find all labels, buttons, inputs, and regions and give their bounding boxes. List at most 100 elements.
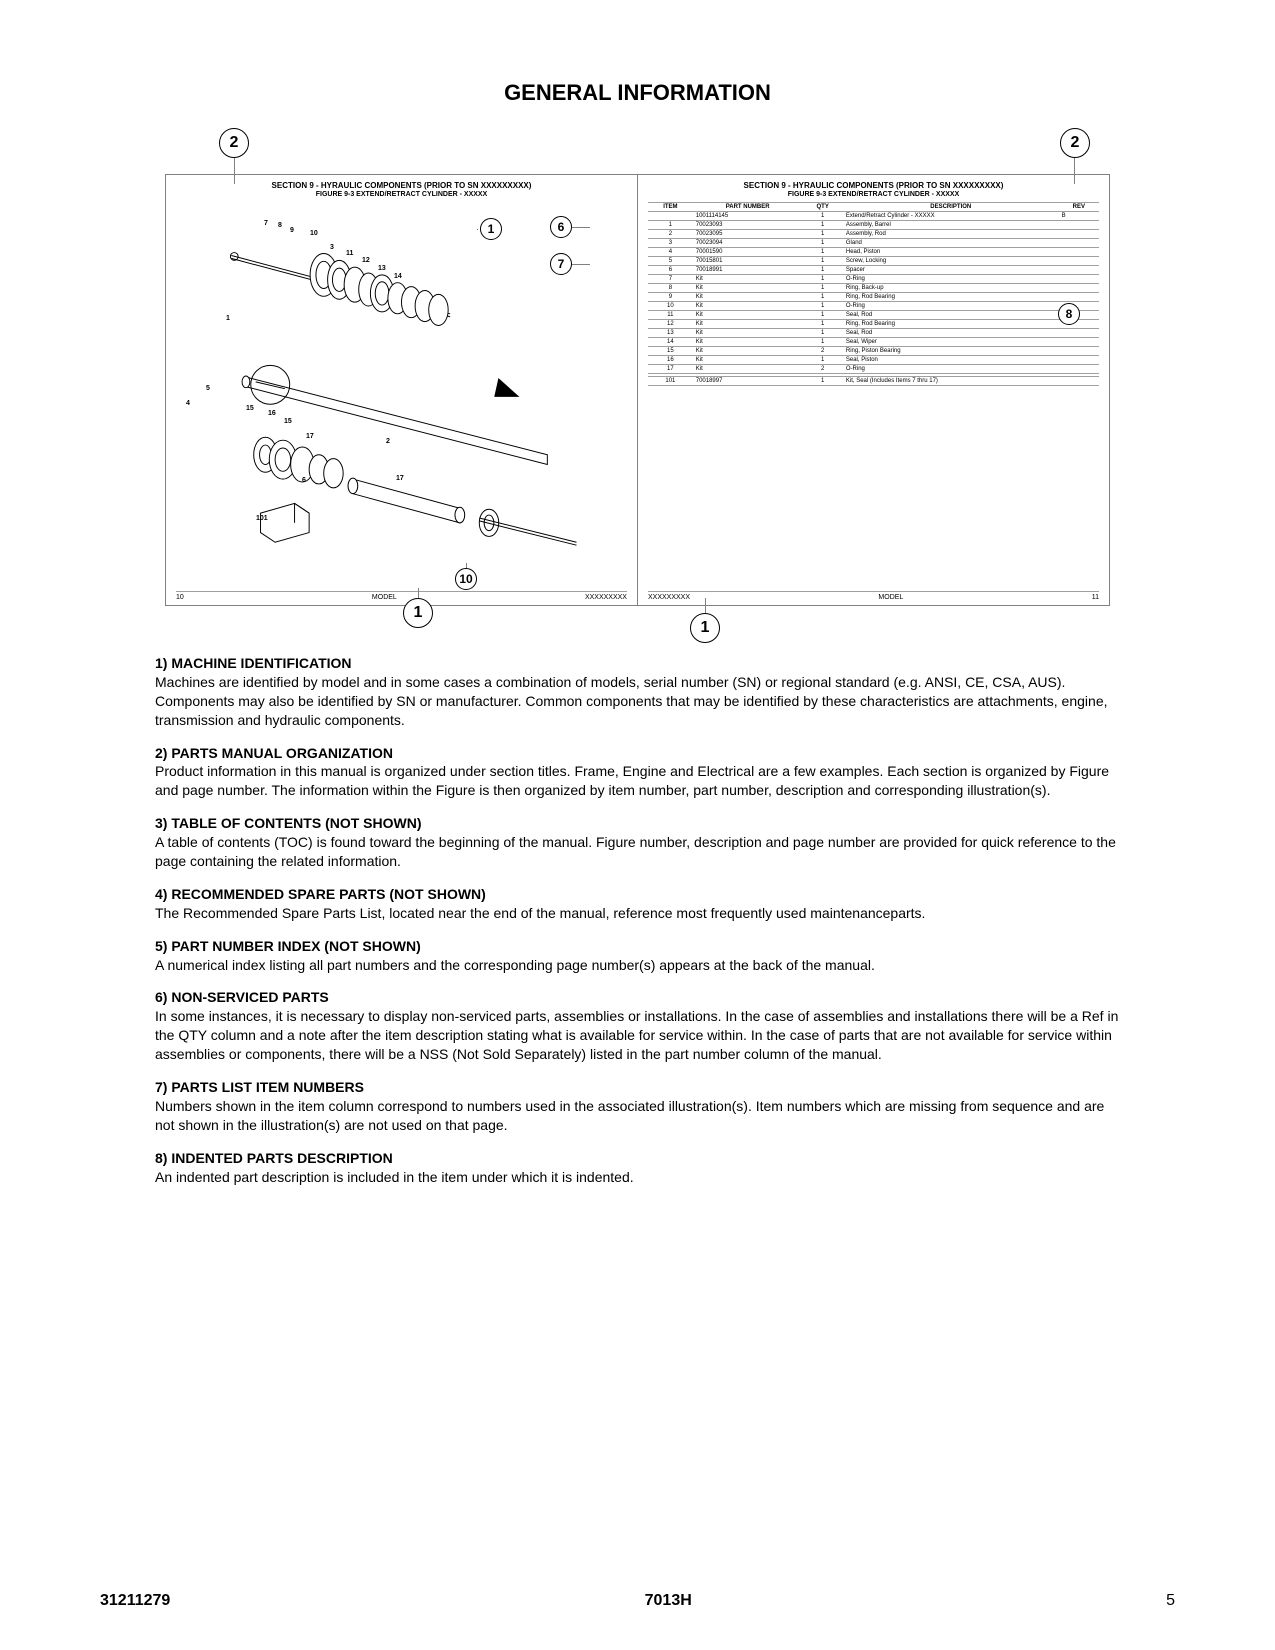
table-cell bbox=[1059, 293, 1099, 302]
table-cell: 3 bbox=[648, 239, 693, 248]
table-cell: 1 bbox=[803, 212, 843, 221]
pf-l: 10 bbox=[176, 594, 184, 601]
section-body: Machines are identified by model and in … bbox=[155, 673, 1120, 730]
table-cell: 2 bbox=[803, 347, 843, 356]
table-cell: Ring, Rod Bearing bbox=[843, 320, 1059, 329]
partno: 2 bbox=[386, 438, 390, 445]
partno: 3 bbox=[330, 244, 334, 251]
table-cell: 70018997 bbox=[693, 377, 803, 386]
table-cell bbox=[1059, 266, 1099, 275]
table-cell: Kit bbox=[693, 365, 803, 374]
table-cell: O-Ring bbox=[843, 365, 1059, 374]
table-cell: O-Ring bbox=[843, 302, 1059, 311]
table-cell: 12 bbox=[648, 320, 693, 329]
table-row: 7Kit1O-Ring bbox=[648, 275, 1099, 284]
table-cell: 4 bbox=[648, 248, 693, 257]
section-body: In some instances, it is necessary to di… bbox=[155, 1007, 1120, 1064]
table-cell: Seal, Piston bbox=[843, 356, 1059, 365]
partno: 12 bbox=[362, 257, 370, 264]
table-cell: 7 bbox=[648, 275, 693, 284]
table-cell bbox=[648, 212, 693, 221]
table-cell: 8 bbox=[648, 284, 693, 293]
partno: 10 bbox=[310, 230, 318, 237]
table-cell: 70023095 bbox=[693, 230, 803, 239]
pf-c: MODEL bbox=[372, 594, 397, 601]
table-cell bbox=[1059, 275, 1099, 284]
table-cell: 1 bbox=[803, 320, 843, 329]
table-cell: 1 bbox=[803, 329, 843, 338]
partno: 8 bbox=[278, 222, 282, 229]
table-row: 13Kit1Seal, Rod bbox=[648, 329, 1099, 338]
diagram-frame: SECTION 9 - HYRAULIC COMPONENTS (PRIOR T… bbox=[165, 174, 1110, 606]
table-cell bbox=[1059, 239, 1099, 248]
partno: 17 bbox=[306, 433, 314, 440]
table-cell: Ring, Back-up bbox=[843, 284, 1059, 293]
table-cell: 1 bbox=[803, 284, 843, 293]
table-cell: Ring, Piston Bearing bbox=[843, 347, 1059, 356]
partno: 16 bbox=[268, 410, 276, 417]
table-cell: Kit bbox=[693, 275, 803, 284]
table-cell: Head, Piston bbox=[843, 248, 1059, 257]
table-cell: 2 bbox=[803, 365, 843, 374]
panel-illustration: SECTION 9 - HYRAULIC COMPONENTS (PRIOR T… bbox=[166, 175, 637, 605]
table-cell: Kit bbox=[693, 347, 803, 356]
pf-r: XXXXXXXXX bbox=[585, 594, 627, 601]
table-cell: 70015801 bbox=[693, 257, 803, 266]
table-cell: 1 bbox=[803, 275, 843, 284]
table-cell: 2 bbox=[648, 230, 693, 239]
panel-right-footer: XXXXXXXXX MODEL 11 bbox=[648, 591, 1099, 601]
table-cell: 1 bbox=[803, 311, 843, 320]
page-title: GENERAL INFORMATION bbox=[155, 80, 1120, 106]
table-cell: Ring, Rod Bearing bbox=[843, 293, 1059, 302]
section-body: Product information in this manual is or… bbox=[155, 762, 1120, 800]
section-heading: 3) TABLE OF CONTENTS (NOT SHOWN) bbox=[155, 814, 1120, 833]
table-cell bbox=[1059, 284, 1099, 293]
table-cell: 70023093 bbox=[693, 221, 803, 230]
table-cell: Kit, Seal (Includes Items 7 thru 17) bbox=[843, 377, 1059, 386]
callout-8: 8 bbox=[1058, 303, 1080, 325]
table-cell: Screw, Locking bbox=[843, 257, 1059, 266]
section-heading: 6) NON-SERVICED PARTS bbox=[155, 988, 1120, 1007]
footer-center: 7013H bbox=[645, 1592, 692, 1610]
parts-col-header: PART NUMBER bbox=[693, 203, 803, 212]
table-cell bbox=[1059, 221, 1099, 230]
table-row: 5700158011Screw, Locking bbox=[648, 257, 1099, 266]
section-body: Numbers shown in the item column corresp… bbox=[155, 1097, 1120, 1135]
table-cell: 14 bbox=[648, 338, 693, 347]
table-row: 15Kit2Ring, Piston Bearing bbox=[648, 347, 1099, 356]
partno: 6 bbox=[302, 477, 306, 484]
callout-1-bl: 1 bbox=[403, 598, 433, 628]
page-footer: 31211279 7013H 5 bbox=[100, 1592, 1175, 1610]
table-row: 2700230951Assembly, Rod bbox=[648, 230, 1099, 239]
table-cell: Assembly, Rod bbox=[843, 230, 1059, 239]
partno: 101 bbox=[256, 515, 268, 522]
section-body: The Recommended Spare Parts List, locate… bbox=[155, 904, 1120, 923]
table-row: 10011141451Extend/Retract Cylinder - XXX… bbox=[648, 212, 1099, 221]
partno: 13 bbox=[378, 265, 386, 272]
info-section: 2) PARTS MANUAL ORGANIZATIONProduct info… bbox=[155, 744, 1120, 801]
table-row: 1700230931Assembly, Barrel bbox=[648, 221, 1099, 230]
footer-page-number: 5 bbox=[1166, 1592, 1175, 1610]
info-section: 4) RECOMMENDED SPARE PARTS (NOT SHOWN)Th… bbox=[155, 885, 1120, 923]
table-cell: B bbox=[1059, 212, 1099, 221]
partno: 15 bbox=[284, 418, 292, 425]
parts-table: ITEMPART NUMBERQTYDESCRIPTIONREV 1001114… bbox=[648, 202, 1099, 386]
info-section: 8) INDENTED PARTS DESCRIPTIONAn indented… bbox=[155, 1149, 1120, 1187]
leader bbox=[1074, 158, 1075, 184]
table-cell: Seal, Wiper bbox=[843, 338, 1059, 347]
table-row: 101700189971Kit, Seal (Includes Items 7 … bbox=[648, 377, 1099, 386]
parts-col-header: REV bbox=[1059, 203, 1099, 212]
table-cell: 1 bbox=[803, 221, 843, 230]
partno: 7 bbox=[264, 220, 268, 227]
section-heading: 5) PART NUMBER INDEX (NOT SHOWN) bbox=[155, 937, 1120, 956]
table-cell: 9 bbox=[648, 293, 693, 302]
panel-right-sub: FIGURE 9-3 EXTEND/RETRACT CYLINDER - XXX… bbox=[648, 191, 1099, 198]
table-cell: 10 bbox=[648, 302, 693, 311]
footer-left: 31211279 bbox=[100, 1592, 170, 1610]
callout-2-tr: 2 bbox=[1060, 128, 1090, 158]
table-cell: 1 bbox=[648, 221, 693, 230]
callout-1-l: 1 bbox=[480, 218, 502, 240]
table-cell: 1 bbox=[803, 302, 843, 311]
table-cell: Gland bbox=[843, 239, 1059, 248]
table-row: 12Kit1Ring, Rod Bearing bbox=[648, 320, 1099, 329]
